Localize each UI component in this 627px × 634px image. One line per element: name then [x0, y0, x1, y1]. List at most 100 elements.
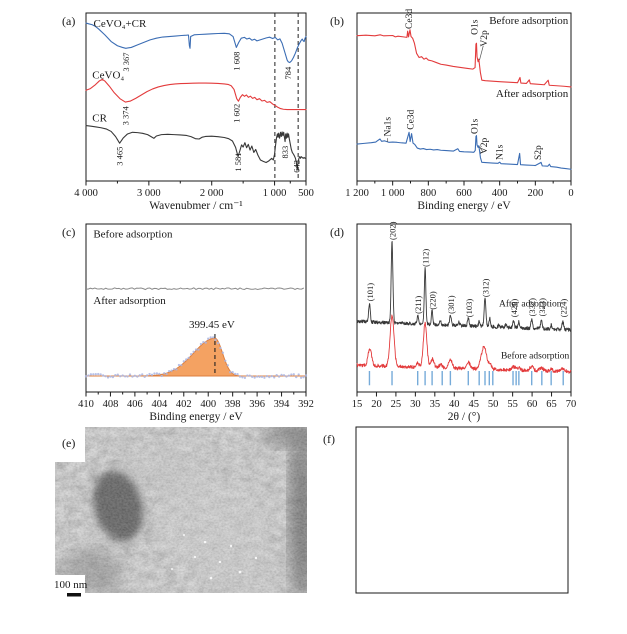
peak-label: 642 — [292, 160, 302, 173]
peak-label: 1 581 — [233, 152, 243, 171]
raw-data-point — [236, 373, 239, 376]
x-tick-label: 1 000 — [381, 188, 405, 199]
x-tick-label: 1 200 — [345, 188, 369, 199]
hkl-index-label: (420) — [509, 299, 519, 318]
peak-label: 784 — [283, 66, 293, 80]
trace-cevo- — [85, 78, 307, 111]
raw-data-point — [273, 376, 276, 379]
series-label: CeVO₄+CR — [94, 18, 147, 30]
raw-data-point — [94, 373, 97, 376]
raw-data-point — [238, 375, 242, 378]
n1s-fitted-peak — [86, 337, 306, 377]
annotation-text: After adsorption — [93, 295, 166, 307]
hkl-index-label: (323) — [537, 298, 547, 317]
raw-data-point — [255, 375, 259, 378]
raw-data-point — [119, 375, 122, 378]
hkl-index-label: (112) — [421, 249, 431, 267]
raw-data-point — [163, 372, 166, 375]
raw-data-point — [114, 374, 117, 377]
raw-data-point — [209, 336, 212, 339]
raw-data-point — [87, 374, 90, 377]
raw-data-point — [251, 375, 254, 378]
x-tick-label: 402 — [176, 399, 192, 410]
raw-data-point — [92, 373, 95, 376]
raw-data-point — [302, 376, 305, 379]
raw-data-point — [104, 375, 107, 378]
x-tick-label: 392 — [298, 399, 314, 410]
element-peak-label: V2p — [480, 30, 490, 47]
raw-data-point — [131, 375, 134, 378]
raw-data-point — [202, 340, 205, 344]
raw-data-point — [182, 360, 185, 363]
element-peak-label: O1s — [470, 118, 480, 134]
raw-data-point — [192, 350, 195, 353]
raw-data-point — [226, 364, 229, 367]
x-tick-label: 15 — [352, 399, 363, 410]
raw-data-point — [189, 353, 193, 356]
trace-after-adsorption — [356, 240, 572, 332]
element-peak-label: Ce3d — [407, 109, 417, 129]
raw-data-point — [246, 374, 249, 377]
raw-data-point — [233, 372, 237, 376]
raw-data-point — [97, 372, 100, 376]
x-tick-label: 20 — [371, 399, 382, 410]
panel-f-removal-rate-bar-chart: (f) — [323, 426, 569, 594]
raw-data-point — [285, 375, 288, 378]
x-tick-label: 0 — [568, 188, 573, 199]
raw-data-point — [304, 374, 308, 377]
panel-d-xrd-chart: (d) 15 20 25 30 35 40 45 50 55 60 65 70 2θ / (°) (101)… — [330, 221, 577, 423]
raw-data-point — [199, 342, 203, 346]
raw-data-point — [128, 373, 132, 376]
peak-label: 3 374 — [120, 105, 130, 125]
x-axis-label: 2θ / (°) — [448, 411, 481, 423]
raw-data-point — [214, 338, 217, 342]
raw-data-point — [111, 375, 115, 379]
series-label: CeVO₄ — [92, 70, 124, 82]
raw-data-point — [211, 336, 215, 339]
raw-data-point — [277, 375, 281, 378]
raw-data-point — [99, 373, 102, 376]
raw-data-point — [229, 371, 232, 374]
raw-data-point — [123, 375, 127, 378]
annotation-text: Before adsorption — [489, 15, 569, 27]
raw-data-point — [136, 375, 139, 378]
x-tick-label: 70 — [566, 399, 577, 410]
panel-letter: (c) — [62, 225, 75, 239]
x-tick-label: 3 000 — [137, 188, 161, 199]
x-tick-label: 600 — [456, 188, 472, 199]
element-peak-label: N1s — [496, 144, 506, 160]
x-tick-label: 25 — [391, 399, 402, 410]
raw-data-point — [126, 375, 129, 378]
raw-data-point — [153, 372, 156, 375]
raw-data-point — [297, 373, 300, 376]
x-tick-label: 406 — [127, 399, 143, 410]
annotation-text: After adsorption — [496, 88, 569, 100]
panel-c-xps-n1s-chart: (c) 410 408 406 404 402 400 398 396 394 392 Binding… — [62, 223, 314, 423]
plot-box — [85, 12, 307, 182]
raw-data-point — [292, 373, 295, 376]
raw-data-point — [141, 373, 144, 376]
raw-data-point — [138, 374, 141, 377]
raw-data-point — [263, 376, 266, 379]
raw-data-point — [145, 374, 149, 377]
x-tick-label: 45 — [468, 399, 479, 410]
raw-data-point — [155, 372, 159, 375]
annotation-text: Before adsorption — [93, 228, 173, 240]
x-tick-label: 200 — [527, 188, 543, 199]
raw-data-point — [187, 356, 190, 360]
raw-data-point — [167, 369, 171, 373]
scale-bar-label: 100 nm — [54, 579, 88, 591]
x-tick-label: 65 — [546, 399, 557, 410]
panel-a-ftir-chart: (a) 4 000 3 000 2 000 1 000 500 Wavenubmer / c… — [62, 12, 314, 212]
panel-letter: (d) — [330, 225, 344, 239]
raw-data-point — [89, 373, 93, 376]
x-tick-label: 1 000 — [263, 188, 287, 199]
raw-data-point — [143, 375, 146, 378]
element-peak-label: S2p — [534, 145, 544, 160]
panel-b-xps-survey-chart: (b) 1 200 1 000 800 600 400 200 0 Binding energy… — [330, 9, 574, 212]
x-tick-label: 60 — [527, 399, 538, 410]
raw-data-point — [253, 376, 256, 379]
raw-data-point — [248, 374, 251, 377]
raw-data-point — [197, 348, 200, 351]
raw-data-point — [121, 374, 124, 377]
